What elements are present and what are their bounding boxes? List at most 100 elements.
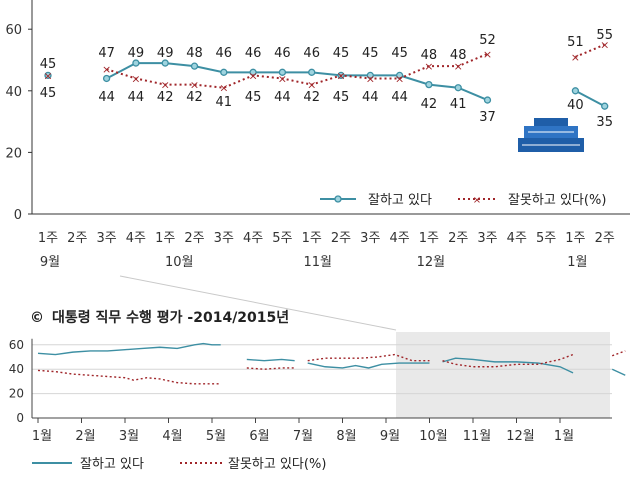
top-week-label: 5주 (536, 231, 556, 246)
top-label-upper: 46 (216, 46, 233, 61)
top-week-label: 4주 (507, 231, 527, 246)
top-label-lower: 35 (596, 115, 613, 130)
disapprove-point: × (424, 60, 433, 73)
bottom-chart: 0 20 40 60 1월 2월 3월 4월 5월 6월 7월 8월 9월 10월 11월 12월 1월 (9, 332, 626, 444)
top-label-upper: 49 (157, 46, 174, 61)
top-week-label: 2주 (67, 231, 87, 246)
top-week-label: 3주 (360, 231, 380, 246)
top-week-label: 1주 (38, 231, 58, 246)
top-week-label: 1주 (155, 231, 175, 246)
top-week-label: 3주 (96, 231, 116, 246)
bottom-gridlines (31, 338, 612, 419)
blue-house-icon (518, 118, 584, 152)
bottom-approve-line (442, 357, 574, 374)
bottom-approve-line (611, 368, 626, 376)
bottom-x-axis: 1월 2월 3월 4월 5월 6월 7월 8월 9월 10월 11월 12월 1월 (32, 418, 574, 444)
bottom-month-label: 3월 (119, 429, 139, 444)
bottom-approve-line (246, 358, 295, 362)
top-label-lower: 44 (391, 90, 408, 105)
approve-point (102, 74, 111, 83)
approve-point (44, 71, 52, 80)
bottom-month-label: 10월 (419, 429, 448, 444)
top-label-lower: 41 (216, 95, 233, 110)
top-label-upper: 45 (333, 46, 350, 61)
top-y-axis: 0 20 40 60 (5, 23, 32, 223)
disapprove-point: × (395, 72, 404, 85)
top-data-labels: 45 47 49 49 48 46 46 46 46 45 45 45 48 48 52 51 55 45 44 44… (40, 28, 613, 130)
bottom-legend-approve-label: 잘하고 있다 (80, 457, 144, 472)
disapprove-point: × (190, 79, 199, 92)
disapprove-point: × (571, 51, 580, 64)
bottom-month-label: 7월 (293, 429, 313, 444)
top-label-lower: 41 (450, 97, 467, 112)
zoom-connector (119, 275, 397, 331)
bottom-title-mark: © (30, 310, 44, 326)
top-label-upper: 46 (274, 46, 291, 61)
top-label-upper: 45 (40, 57, 57, 72)
bottom-month-label: 2월 (75, 429, 95, 444)
top-label-lower: 44 (128, 90, 145, 105)
top-y-tick-label: 60 (5, 23, 22, 38)
top-label-lower: 42 (186, 90, 203, 105)
bottom-month-label: 1월 (32, 429, 52, 444)
top-label-lower: 37 (479, 110, 496, 125)
top-label-lower: 45 (333, 90, 350, 105)
approve-point (483, 96, 492, 104)
bottom-month-label: 8월 (336, 429, 356, 444)
top-month-label: 12월 (417, 255, 446, 270)
legend-approve-label: 잘하고 있다 (368, 193, 432, 208)
top-week-label: 4주 (126, 231, 146, 246)
top-label-lower: 45 (245, 90, 262, 105)
top-label-lower: 42 (303, 90, 320, 105)
bottom-legend: 잘하고 있다 잘못하고 있다(%) (32, 457, 326, 472)
top-week-label: 1주 (419, 231, 439, 246)
approve-point (571, 87, 580, 95)
top-month-label: 9월 (40, 255, 60, 270)
top-label-lower: 42 (157, 90, 174, 105)
top-y-tick-label: 0 (14, 208, 22, 223)
approve-point (220, 68, 228, 76)
top-label-upper: 48 (186, 46, 203, 61)
disapprove-line (106, 52, 488, 89)
top-week-label: 3주 (477, 231, 497, 246)
top-label-upper: 51 (567, 35, 584, 50)
top-label-upper: 48 (421, 48, 438, 63)
top-label-lower: 45 (40, 86, 57, 101)
top-x-axis: 1주 2주 3주 4주 1주 2주 3주 4주 5주 1주 2주 3주 4주 1주 2주 3주 4주 5주 1주 2주… (38, 231, 615, 270)
approve-point (425, 80, 433, 89)
approve-point (190, 62, 199, 70)
disapprove-point: × (102, 63, 111, 76)
bottom-month-label: 4월 (162, 429, 182, 444)
top-label-upper: 46 (303, 46, 320, 61)
bottom-series (37, 342, 626, 385)
disapprove-point: × (131, 72, 140, 85)
top-label-upper: 52 (479, 33, 496, 48)
top-week-label: 4주 (243, 231, 263, 246)
disapprove-point: × (336, 69, 345, 82)
approve-point (132, 59, 140, 67)
top-label-upper: 49 (128, 46, 145, 61)
bottom-y-axis: 0 20 40 60 (9, 338, 24, 425)
top-week-label: 2주 (184, 231, 204, 246)
top-label-upper: 45 (391, 46, 408, 61)
bottom-approve-line (307, 362, 430, 369)
disapprove-point: × (366, 72, 375, 85)
approve-point (308, 68, 316, 76)
disapprove-point: × (454, 60, 463, 73)
bottom-disapprove-line (37, 369, 221, 385)
top-label-upper: 45 (362, 46, 379, 61)
top-y-tick-label: 20 (5, 146, 22, 161)
approve-point (454, 84, 462, 92)
top-week-label: 2주 (331, 231, 351, 246)
top-week-label: 3주 (214, 231, 234, 246)
bottom-month-label: 11월 (463, 429, 492, 444)
disapprove-point: × (278, 72, 287, 85)
disapprove-point: × (43, 69, 52, 82)
bottom-y-tick-label: 60 (9, 338, 24, 352)
bottom-legend-disapprove-label: 잘못하고 있다(%) (228, 457, 326, 472)
top-gridlines (31, 0, 630, 215)
bottom-disapprove-line (611, 350, 626, 357)
disapprove-point: × (161, 79, 170, 92)
top-series: × × × × × × × × × × × × × × × × × (43, 39, 609, 110)
